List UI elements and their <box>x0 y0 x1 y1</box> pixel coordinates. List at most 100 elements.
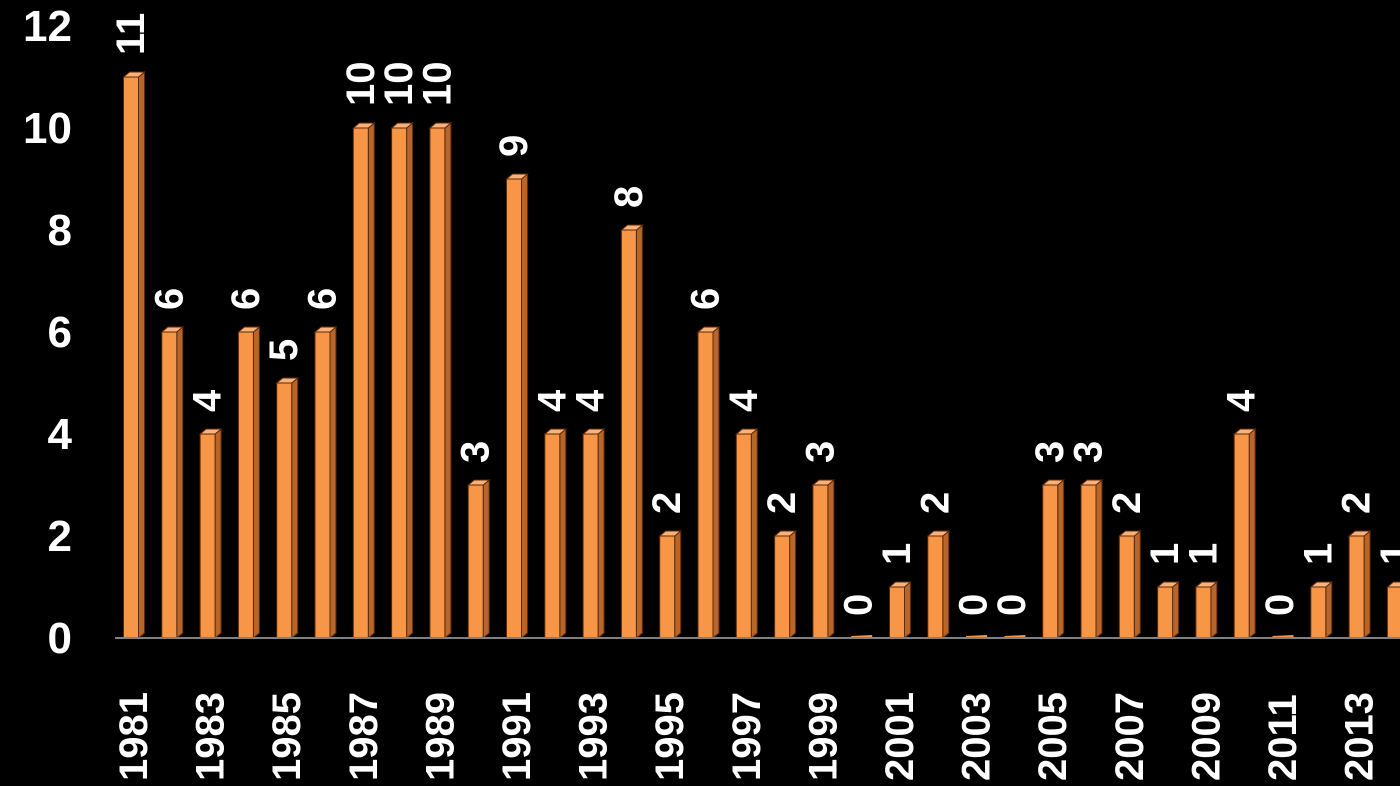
x-tick-label: 2013 <box>1338 692 1382 781</box>
bar <box>1232 427 1257 640</box>
bar-front <box>697 331 714 639</box>
bar-front <box>1386 586 1400 639</box>
bar-side <box>789 529 797 640</box>
bar-side <box>252 325 260 640</box>
bar-side <box>1057 478 1065 640</box>
bar <box>390 121 414 640</box>
data-label: 4 <box>186 389 230 412</box>
y-tick-label: 0 <box>48 614 72 663</box>
bar-zero <box>851 635 873 638</box>
bar <box>543 427 568 640</box>
bar-side <box>482 478 490 640</box>
bar-front <box>544 433 561 639</box>
bar-side <box>1248 427 1256 640</box>
data-label: 3 <box>1067 441 1111 463</box>
bar-front <box>1157 586 1174 639</box>
data-label: 6 <box>224 288 268 310</box>
y-axis-tick-labels: 0 2 4 6 8 10 12 <box>23 2 72 663</box>
x-tick-label: 1995 <box>648 692 692 781</box>
bar-front <box>506 178 522 639</box>
bar-front <box>429 127 446 639</box>
data-label: 6 <box>301 288 345 310</box>
bar <box>466 478 491 640</box>
x-tick-label: 2011 <box>1261 694 1305 781</box>
data-label: 1 <box>1181 543 1225 565</box>
x-tick-label: 1987 <box>342 692 386 781</box>
bar-side <box>329 325 337 640</box>
bar <box>1004 635 1026 638</box>
bar-side <box>559 427 567 640</box>
data-label: 9 <box>492 135 536 157</box>
data-labels: 11646561010103944826423012003321140121 <box>109 13 1400 616</box>
data-label: 3 <box>798 441 842 463</box>
data-label: 10 <box>339 62 383 107</box>
bar-side <box>138 70 145 640</box>
x-tick-label: 1983 <box>189 692 233 781</box>
y-tick-label: 8 <box>48 206 72 255</box>
data-label: 0 <box>837 594 881 616</box>
bar <box>275 376 300 640</box>
bar-side <box>597 427 605 640</box>
bar-side <box>444 121 452 640</box>
x-tick-label: 2003 <box>955 692 999 781</box>
x-tick-label: 1997 <box>725 692 769 781</box>
bar <box>966 635 988 638</box>
bar <box>1156 580 1180 640</box>
bar-front <box>314 331 331 639</box>
bar-front <box>467 484 484 639</box>
bar-front <box>889 586 905 639</box>
bar-side <box>827 478 835 640</box>
bar-side <box>1095 478 1103 640</box>
data-label: 0 <box>952 594 996 616</box>
bar-front <box>1042 484 1059 639</box>
data-label: 6 <box>684 288 728 310</box>
bar-side <box>712 325 720 640</box>
data-label: 2 <box>760 492 804 514</box>
bar-front <box>161 331 178 639</box>
data-label: 1 <box>1373 543 1400 565</box>
data-label: 1 <box>1296 543 1340 565</box>
bar-front <box>1233 433 1250 639</box>
bar-side <box>214 427 222 640</box>
data-label: 2 <box>1335 492 1379 514</box>
bar <box>237 325 261 640</box>
data-label: 6 <box>147 288 191 310</box>
data-label: 10 <box>415 62 459 107</box>
bar <box>1272 635 1294 638</box>
data-label: 11 <box>109 13 153 55</box>
bar <box>351 121 376 640</box>
bar <box>811 478 836 640</box>
data-label: 2 <box>645 492 689 514</box>
bar-front <box>1118 535 1135 639</box>
bar <box>773 529 797 640</box>
data-label: 5 <box>262 339 306 361</box>
data-label: 3 <box>454 441 498 463</box>
bar <box>1041 478 1066 640</box>
y-tick-label: 12 <box>23 2 72 51</box>
bar-front <box>927 535 944 639</box>
bar <box>620 223 644 640</box>
bar-front <box>812 484 829 639</box>
bar <box>1309 580 1334 640</box>
bar-side <box>1133 529 1141 640</box>
bar <box>581 427 606 640</box>
x-tick-label: 2005 <box>1031 692 1075 781</box>
data-label: 0 <box>990 594 1034 616</box>
bar <box>505 172 529 640</box>
bar <box>1117 529 1142 640</box>
bar-side <box>1210 580 1218 640</box>
x-axis-tick-labels: 1981 1983 1985 1987 1989 1991 1993 1995 1997 1999… <box>112 692 1382 781</box>
bar <box>1347 529 1372 640</box>
bar-side <box>674 529 682 640</box>
bar-front <box>352 127 369 639</box>
data-label: 4 <box>1220 389 1264 412</box>
data-label: 4 <box>722 389 766 412</box>
bar-front <box>391 127 408 639</box>
bar-front <box>1080 484 1097 639</box>
bar-side <box>942 529 950 640</box>
x-tick-label: 1999 <box>801 692 845 781</box>
bar <box>1386 581 1400 639</box>
bar <box>1079 478 1104 640</box>
bar-side <box>635 223 643 640</box>
bar-zero <box>966 635 988 638</box>
